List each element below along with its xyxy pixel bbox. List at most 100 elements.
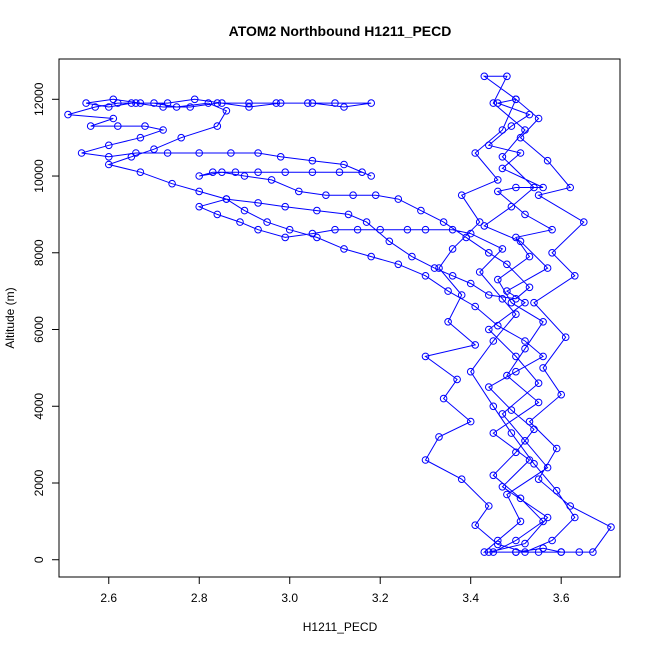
data-point bbox=[480, 548, 489, 556]
data-point bbox=[543, 463, 552, 472]
data-point bbox=[136, 133, 145, 142]
y-tick-label: 0 bbox=[32, 556, 46, 563]
data-point bbox=[358, 168, 366, 176]
data-point bbox=[539, 183, 547, 192]
data-point bbox=[539, 364, 547, 372]
data-point bbox=[308, 229, 317, 238]
data-point bbox=[421, 272, 430, 280]
x-tick-label: 3.0 bbox=[281, 591, 298, 605]
data-point bbox=[276, 153, 285, 161]
data-point bbox=[516, 517, 525, 526]
data-point bbox=[607, 523, 615, 531]
data-point bbox=[494, 187, 502, 196]
data-point bbox=[114, 122, 122, 130]
data-point bbox=[272, 99, 281, 107]
data-point bbox=[534, 114, 543, 123]
data-point bbox=[394, 260, 403, 269]
data-point bbox=[340, 103, 348, 111]
data-point bbox=[213, 122, 222, 130]
data-point bbox=[168, 179, 176, 188]
data-point bbox=[417, 206, 425, 215]
data-point bbox=[525, 110, 534, 119]
data-point bbox=[575, 548, 584, 556]
data-point bbox=[177, 133, 185, 142]
data-point bbox=[163, 99, 172, 107]
x-tick-label: 3.2 bbox=[372, 591, 389, 605]
data-point bbox=[82, 99, 90, 107]
data-point bbox=[281, 168, 290, 176]
data-point bbox=[109, 114, 118, 123]
data-point bbox=[512, 352, 520, 361]
data-point bbox=[512, 310, 520, 319]
data-point bbox=[403, 225, 412, 234]
data-point bbox=[308, 156, 317, 165]
data-point bbox=[466, 367, 475, 376]
x-tick-label: 3.4 bbox=[462, 591, 479, 605]
data-point bbox=[485, 249, 493, 257]
data-point bbox=[507, 122, 516, 130]
data-point bbox=[385, 237, 394, 246]
data-point bbox=[521, 337, 529, 345]
data-point bbox=[534, 398, 543, 407]
data-point bbox=[408, 252, 416, 261]
data-point bbox=[512, 233, 520, 242]
data-point bbox=[525, 417, 534, 426]
data-point bbox=[534, 191, 543, 199]
data-point bbox=[439, 218, 448, 226]
data-point bbox=[557, 390, 566, 399]
data-point bbox=[150, 99, 158, 107]
data-point bbox=[86, 122, 95, 130]
data-point bbox=[521, 344, 529, 353]
data-point bbox=[516, 133, 525, 142]
data-point bbox=[530, 425, 538, 434]
data-point bbox=[313, 233, 321, 242]
data-point bbox=[245, 103, 253, 111]
data-point bbox=[335, 168, 344, 176]
data-point bbox=[353, 225, 362, 234]
data-point bbox=[105, 141, 113, 150]
data-point bbox=[512, 367, 520, 376]
data-point bbox=[376, 225, 385, 234]
data-point bbox=[525, 456, 534, 464]
x-tick-label: 3.6 bbox=[553, 591, 570, 605]
data-point bbox=[435, 433, 443, 441]
data-point bbox=[367, 99, 376, 107]
data-point bbox=[521, 126, 529, 134]
data-point bbox=[485, 325, 493, 334]
data-point bbox=[218, 99, 226, 107]
data-point bbox=[448, 245, 457, 253]
data-point bbox=[213, 99, 222, 107]
y-tick-label: 10000 bbox=[32, 159, 46, 193]
data-point bbox=[589, 548, 597, 556]
data-point bbox=[480, 222, 489, 230]
data-point bbox=[254, 168, 262, 176]
data-point bbox=[485, 141, 493, 150]
data-point bbox=[543, 156, 552, 165]
data-point bbox=[498, 245, 507, 253]
data-point bbox=[127, 99, 136, 107]
data-point bbox=[512, 183, 520, 192]
data-point bbox=[548, 225, 556, 234]
data-point bbox=[444, 318, 452, 326]
data-point bbox=[494, 275, 502, 284]
data-point bbox=[308, 99, 317, 107]
data-point bbox=[471, 302, 480, 311]
data-point bbox=[521, 539, 529, 548]
data-point bbox=[512, 448, 520, 457]
data-point bbox=[132, 149, 140, 157]
data-point bbox=[503, 490, 511, 499]
data-point bbox=[548, 249, 556, 257]
data-point bbox=[507, 202, 516, 211]
data-point bbox=[516, 149, 525, 157]
data-point bbox=[231, 168, 240, 176]
data-point bbox=[494, 176, 502, 184]
data-point bbox=[213, 210, 222, 219]
x-axis: 2.6 2.8 3.0 3.2 3.4 3.6 bbox=[100, 576, 570, 605]
data-point bbox=[77, 149, 86, 157]
data-point bbox=[267, 176, 276, 184]
data-point bbox=[525, 252, 534, 261]
data-point bbox=[195, 202, 203, 211]
data-point bbox=[331, 225, 339, 234]
data-point bbox=[150, 145, 158, 153]
